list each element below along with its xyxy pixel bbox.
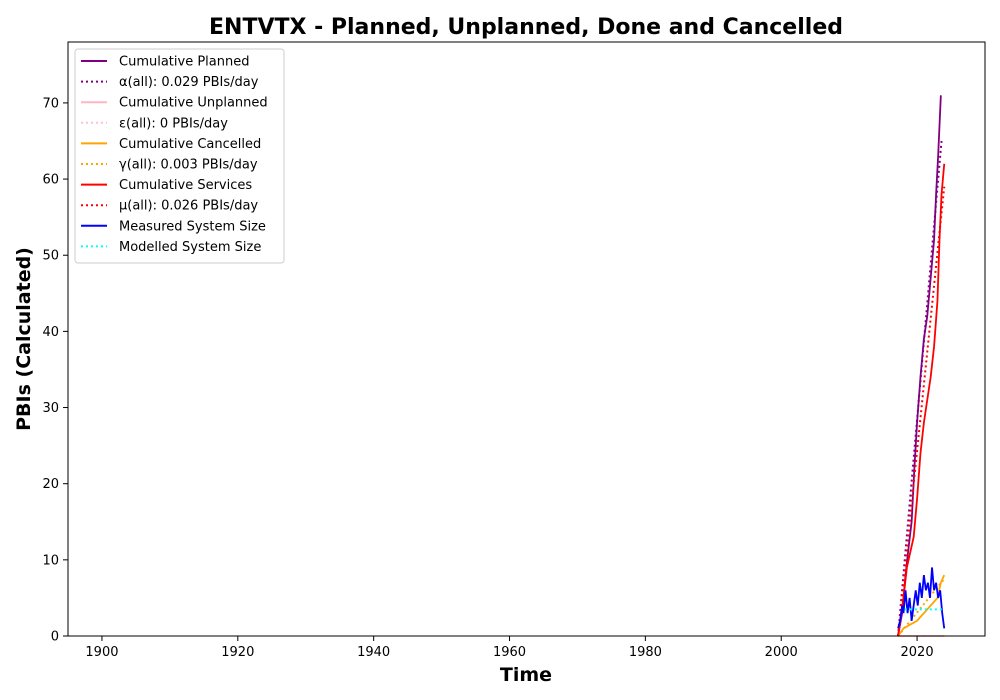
series-line-0 bbox=[897, 95, 942, 637]
legend-entry-8: Measured System Size bbox=[119, 219, 266, 234]
y-tick-label-4: 40 bbox=[42, 325, 59, 340]
y-tick-label-7: 70 bbox=[42, 96, 59, 111]
y-tick-label-3: 30 bbox=[42, 401, 59, 416]
y-axis-label: PBIs (Calculated) bbox=[13, 247, 35, 431]
x-tick-label-1: 1920 bbox=[221, 645, 254, 660]
plot-area bbox=[897, 95, 946, 637]
legend-entry-0: Cumulative Planned bbox=[119, 55, 249, 70]
x-tick-label-6: 2020 bbox=[901, 645, 934, 660]
y-tick-label-1: 10 bbox=[42, 553, 59, 568]
legend-entry-5: γ(all): 0.003 PBIs/day bbox=[119, 158, 258, 173]
series-line-7 bbox=[897, 186, 946, 637]
legend-entry-3: ε(all): 0 PBIs/day bbox=[119, 116, 228, 131]
legend-box bbox=[74, 48, 285, 264]
x-tick-label-3: 1960 bbox=[493, 645, 526, 660]
y-tick-label-2: 20 bbox=[42, 477, 59, 492]
chart-title: ENTVTX - Planned, Unplanned, Done and Ca… bbox=[209, 15, 843, 40]
y-tick-label-6: 60 bbox=[42, 173, 59, 188]
series-line-6 bbox=[897, 163, 946, 637]
series-line-8 bbox=[897, 567, 946, 629]
legend: Cumulative Planned α(all): 0.029 PBIs/day… bbox=[74, 48, 285, 264]
plot-frame bbox=[67, 41, 986, 637]
axis-ticks: 1900 1920 1940 1960 1980 2000 2020 0 10 20 30 40 50 6… bbox=[42, 96, 933, 660]
legend-entry-4: Cumulative Cancelled bbox=[119, 137, 261, 152]
x-tick-label-2: 1940 bbox=[357, 645, 390, 660]
legend-entry-1: α(all): 0.029 PBIs/day bbox=[119, 75, 259, 90]
y-tick-label-5: 50 bbox=[42, 249, 59, 264]
legend-entry-6: Cumulative Services bbox=[119, 178, 252, 193]
x-axis-label: Time bbox=[500, 664, 552, 686]
legend-entry-9: Modelled System Size bbox=[119, 240, 261, 255]
y-tick-label-0: 0 bbox=[51, 630, 59, 645]
x-tick-label-5: 2000 bbox=[765, 645, 798, 660]
legend-entry-2: Cumulative Unplanned bbox=[119, 96, 268, 111]
x-tick-label-4: 1980 bbox=[629, 645, 662, 660]
x-tick-label-0: 1900 bbox=[85, 645, 118, 660]
legend-entry-7: μ(all): 0.026 PBIs/day bbox=[119, 199, 258, 214]
